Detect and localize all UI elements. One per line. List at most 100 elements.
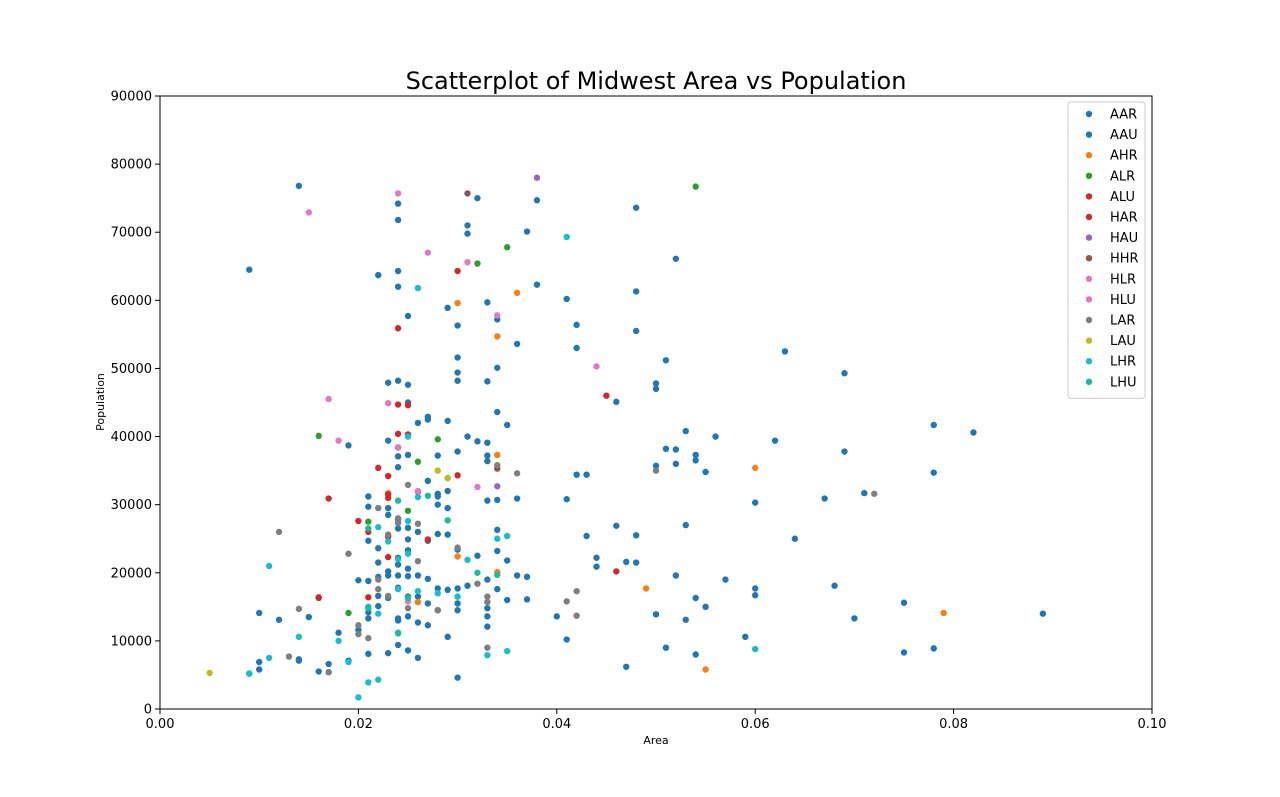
data-point [345,658,352,666]
data-point [325,669,332,676]
x-tick-label: 0.02 [344,717,373,732]
data-point [504,244,511,251]
data-point [375,523,382,531]
data-point [583,471,590,478]
data-point [494,526,501,534]
data-point [593,554,600,561]
legend-label: ALU [1110,190,1135,205]
y-axis-label: Population [94,373,107,431]
data-point [494,547,501,555]
data-point [325,660,332,668]
data-point [682,521,689,529]
data-point [454,448,461,455]
data-point [752,585,759,592]
data-point [444,504,451,512]
chart-title: Scatterplot of Midwest Area vs Populatio… [406,67,907,95]
data-point [553,613,560,620]
data-point [692,451,699,459]
data-point [394,497,402,504]
series-alr [315,183,699,617]
series-alu [325,267,610,502]
data-point [325,395,332,403]
data-point [494,461,501,469]
data-point [682,616,689,623]
data-point [434,590,441,597]
data-point [573,612,580,619]
data-point [404,312,412,320]
data-point [424,492,432,500]
data-point [513,340,521,348]
data-point [365,525,372,532]
data-point [394,525,402,532]
y-tick-label: 0 [144,703,152,718]
data-point [494,333,501,340]
data-point [404,481,412,489]
data-point [504,421,511,429]
legend-marker [1085,152,1093,159]
data-point [365,518,372,525]
y-tick-label: 10000 [111,634,152,649]
data-point [930,421,937,429]
data-point [355,694,362,701]
data-point [672,572,680,579]
data-point [375,610,382,617]
data-point [434,607,441,614]
data-point [384,504,392,512]
legend-label: AHR [1110,149,1138,164]
data-point [265,562,273,570]
data-point [642,585,650,592]
data-point [563,598,570,605]
data-point [563,233,570,241]
data-point [355,517,362,525]
data-point [682,427,689,435]
data-point [573,471,580,478]
data-point [394,617,402,624]
data-point [384,511,392,519]
data-point [295,182,303,190]
x-axis-label: Area [643,734,668,747]
data-point [484,497,491,504]
data-point [454,267,461,275]
series-lhr [246,233,759,701]
data-point [494,483,501,490]
data-point [394,190,402,197]
data-point [513,470,521,477]
data-point [504,557,511,564]
data-point [841,448,848,455]
data-point [1039,610,1047,617]
data-point [365,679,372,686]
data-point [504,532,511,540]
data-points [206,174,1047,701]
data-point [484,452,491,459]
data-point [424,536,432,543]
y-tick-label: 60000 [111,294,152,309]
legend-label: HAR [1110,211,1138,226]
data-point [702,468,709,476]
data-point [662,644,670,651]
data-point [365,503,372,510]
data-point [573,344,580,352]
data-point [791,535,799,542]
data-point [394,572,402,579]
x-tick-label: 0.06 [741,717,770,732]
data-point [474,438,481,445]
data-point [424,249,432,256]
data-point [414,284,422,292]
data-point [404,524,412,532]
data-point [365,634,372,642]
data-point [474,194,481,202]
legend-label: HHR [1110,252,1139,267]
x-tick-label: 0.08 [939,717,968,732]
data-point [851,615,858,622]
data-point [246,670,253,677]
data-point [404,594,412,602]
data-point [464,230,471,237]
data-point [325,495,332,502]
data-point [404,604,412,612]
data-point [752,592,759,599]
data-point [355,577,362,584]
data-point [256,666,263,673]
data-point [375,676,382,683]
data-point [394,267,402,275]
data-point [523,228,531,235]
